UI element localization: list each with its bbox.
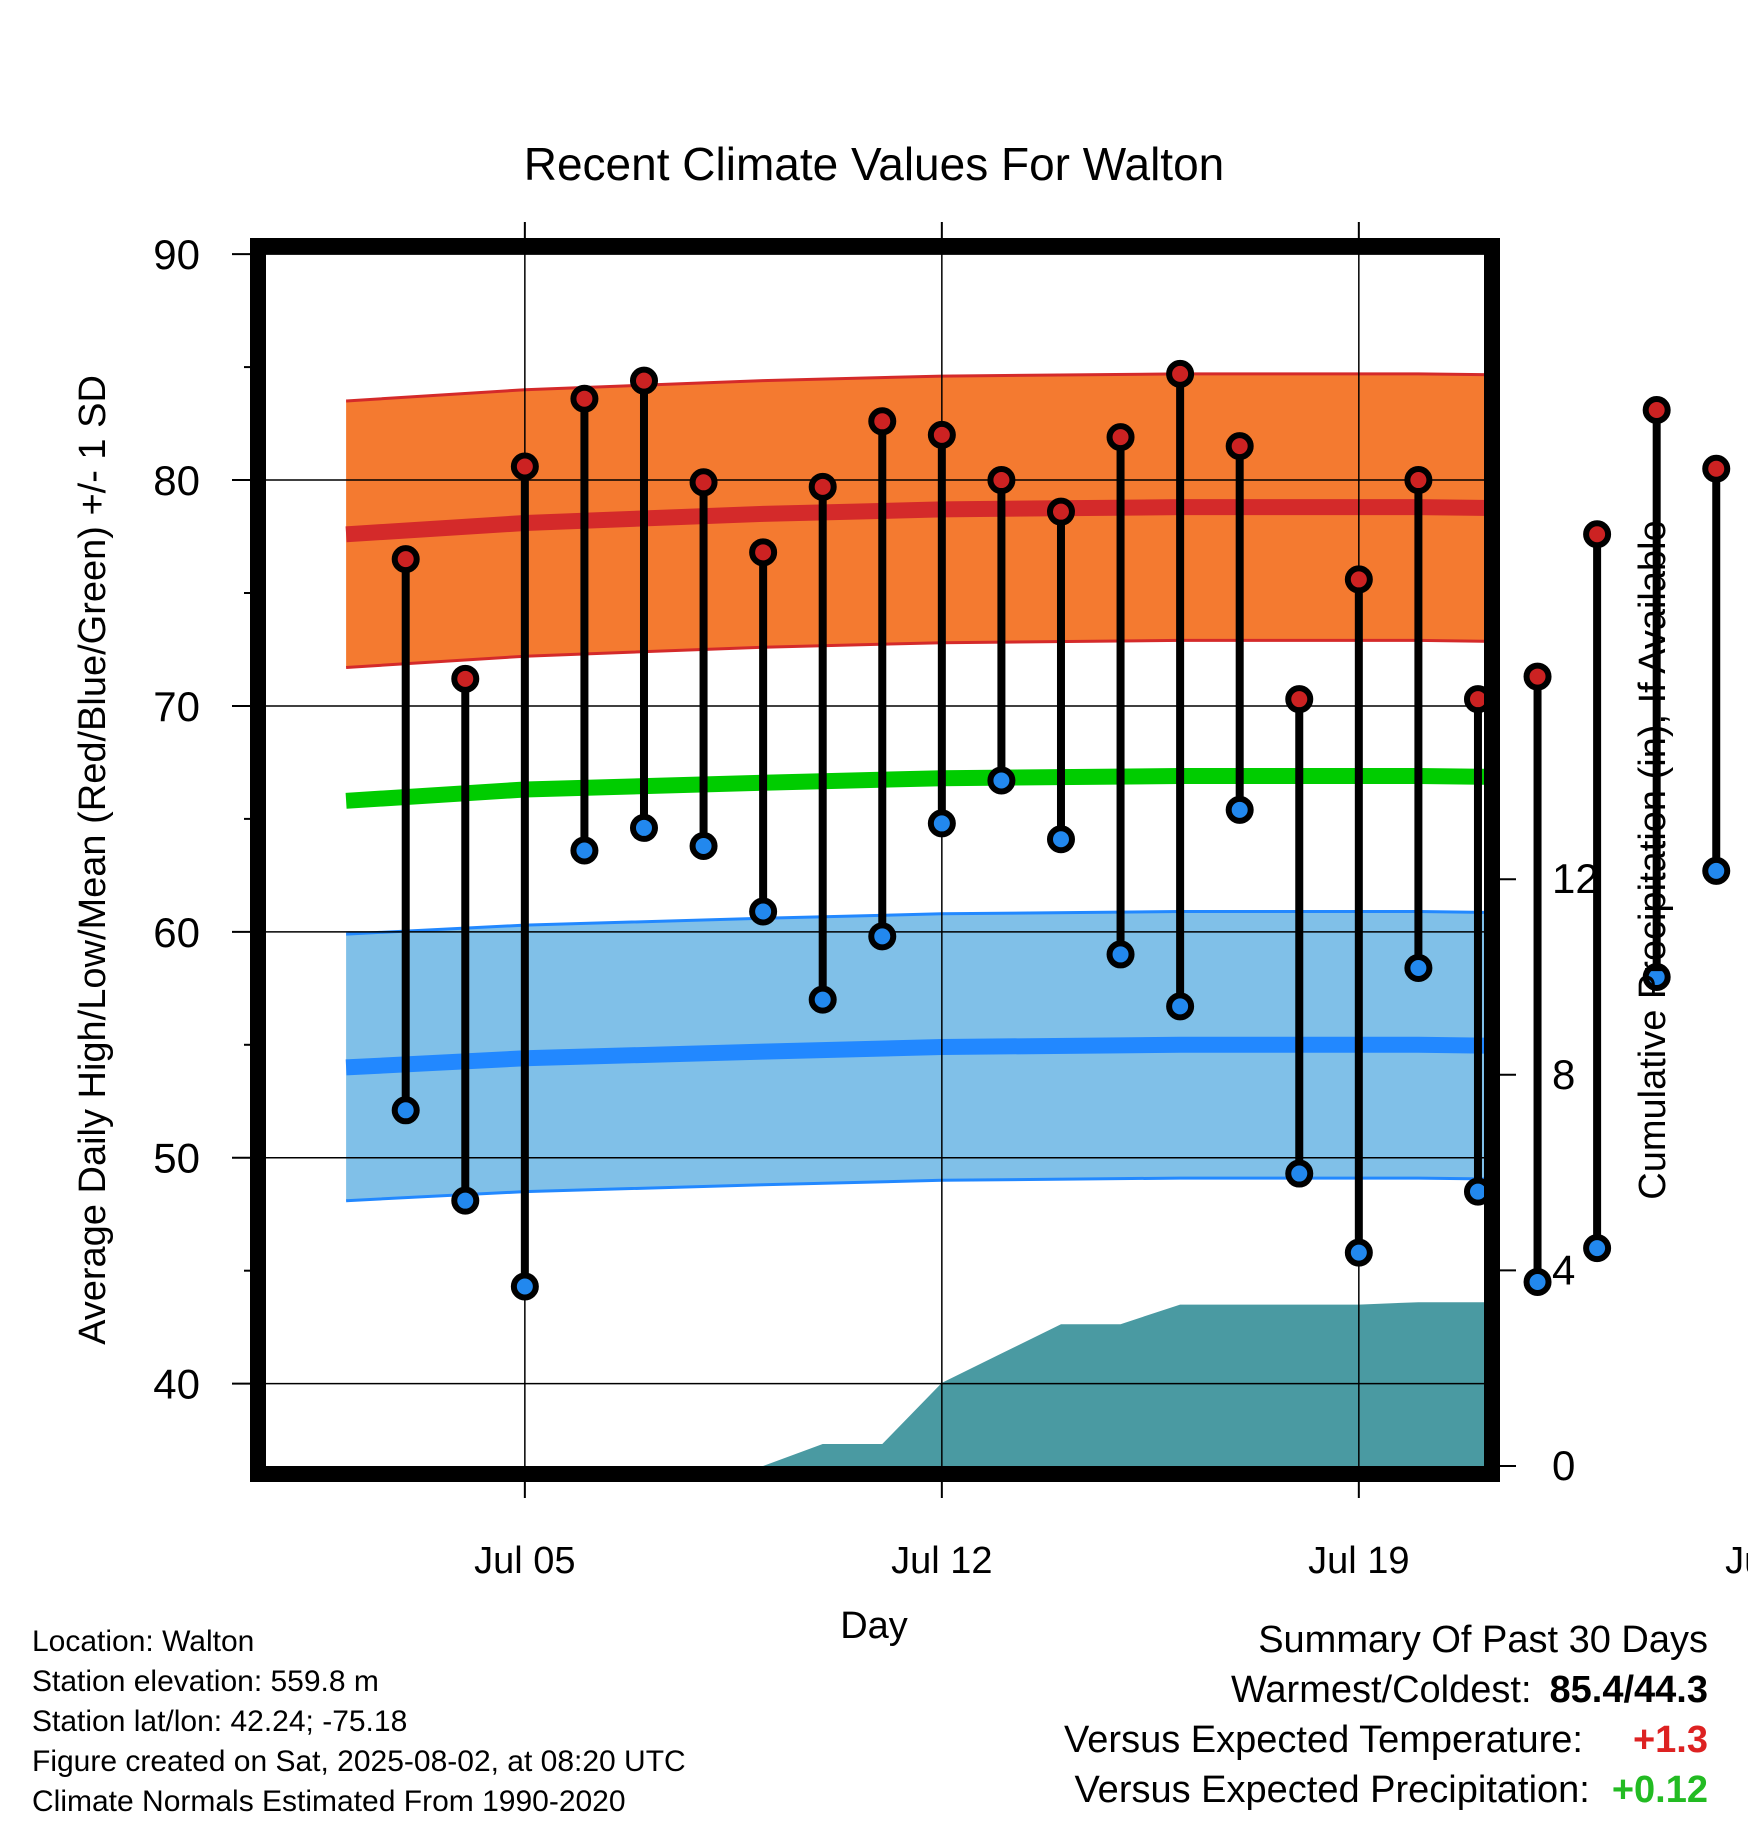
low-point xyxy=(570,836,599,865)
low-point xyxy=(1285,1159,1314,1188)
low-sd-lower-edge xyxy=(346,1176,1492,1203)
low-point xyxy=(1702,856,1731,885)
x-tick-label: Jul 12 xyxy=(891,1540,992,1582)
low-point xyxy=(689,831,718,860)
low-point xyxy=(1344,1238,1373,1267)
y-tick-label: 40 xyxy=(153,1361,200,1408)
high-point xyxy=(868,407,897,436)
low-point xyxy=(927,809,956,838)
x-tick-label: Jul 26 xyxy=(1725,1540,1748,1582)
low-point xyxy=(808,985,837,1014)
low-point xyxy=(1225,795,1254,824)
high-sd-band xyxy=(346,373,1492,668)
high-point xyxy=(1106,423,1135,452)
normals-text: Climate Normals Estimated From 1990-2020 xyxy=(32,1785,626,1818)
high-point xyxy=(1166,359,1195,388)
x-axis-label: Day xyxy=(840,1605,908,1647)
y-tick-label: 70 xyxy=(153,683,200,730)
high-point xyxy=(987,466,1016,495)
high-point xyxy=(1583,520,1612,549)
low-point xyxy=(749,897,778,926)
low-point xyxy=(1106,940,1135,969)
high-point xyxy=(570,384,599,413)
high-point xyxy=(1046,497,1075,526)
precip-value: +0.12 xyxy=(1611,1769,1708,1811)
high-point xyxy=(1225,432,1254,461)
high-point xyxy=(927,420,956,449)
created-text: Figure created on Sat, 2025-08-02, at 08… xyxy=(32,1745,686,1778)
summary-panel: Summary Of Past 30 Days Warmest/Coldest:… xyxy=(1064,1615,1708,1815)
precip-area xyxy=(346,1302,1492,1474)
low-sd-band xyxy=(346,911,1492,1201)
axes: 40 50 60 70 80 90 0 4 8 12 Jul 05 Jul 12 Jul 19 Jul 2… xyxy=(153,222,1748,1582)
y-tick-label: 80 xyxy=(153,457,200,504)
high-point xyxy=(510,452,539,481)
y2-tick-label: 12 xyxy=(1552,855,1599,902)
chart-title: Recent Climate Values For Walton xyxy=(524,138,1225,190)
high-point xyxy=(1702,454,1731,483)
plot-area xyxy=(345,372,1492,1474)
y2-tick-label: 0 xyxy=(1552,1442,1575,1489)
high-point xyxy=(1344,565,1373,594)
low-normal-line xyxy=(345,1036,1492,1076)
high-normal-line xyxy=(345,499,1492,543)
y-tick-label: 60 xyxy=(153,909,200,956)
high-point xyxy=(689,468,718,497)
low-point xyxy=(1046,825,1075,854)
high-point xyxy=(749,538,778,567)
temp-label: Versus Expected Temperature: xyxy=(1064,1719,1583,1761)
y-tick-label: 90 xyxy=(153,231,200,278)
high-point xyxy=(1523,662,1552,691)
summary-title: Summary Of Past 30 Days xyxy=(1258,1619,1708,1661)
summary-temp-row: Versus Expected Temperature: +1.3 xyxy=(1064,1715,1708,1765)
high-sd-upper-edge xyxy=(346,372,1492,403)
high-point xyxy=(808,472,837,501)
location-text: Location: Walton xyxy=(32,1625,255,1658)
x-tick-label: Jul 19 xyxy=(1308,1540,1409,1582)
precip-label: Versus Expected Precipitation: xyxy=(1074,1769,1590,1811)
high-point xyxy=(451,664,480,693)
warm-cold-value: 85.4/44.3 xyxy=(1549,1669,1708,1711)
high-point xyxy=(1404,466,1433,495)
y2-tick-label: 8 xyxy=(1552,1051,1575,1098)
y2-tick-label: 4 xyxy=(1552,1246,1575,1293)
low-point xyxy=(629,813,658,842)
summary-warm-cold-row: Warmest/Coldest: 85.4/44.3 xyxy=(1064,1665,1708,1715)
low-point xyxy=(987,766,1016,795)
x-tick-label: Jul 05 xyxy=(474,1540,575,1582)
elevation-text: Station elevation: 559.8 m xyxy=(32,1665,379,1698)
y-tick-label: 50 xyxy=(153,1135,200,1182)
high-point xyxy=(1642,396,1671,425)
low-point xyxy=(391,1096,420,1125)
low-point xyxy=(1166,992,1195,1021)
high-point xyxy=(629,366,658,395)
low-point xyxy=(1404,953,1433,982)
temp-value: +1.3 xyxy=(1632,1719,1708,1761)
warm-cold-label: Warmest/Coldest: xyxy=(1230,1669,1532,1711)
y2-axis-label: Cumulative Precipitation (in), If Availa… xyxy=(1632,520,1674,1199)
low-point xyxy=(868,922,897,951)
latlon-text: Station lat/lon: 42.24; -75.18 xyxy=(32,1705,408,1738)
low-point xyxy=(1583,1234,1612,1263)
low-point xyxy=(1523,1267,1552,1296)
summary-precip-row: Versus Expected Precipitation: +0.12 xyxy=(1064,1765,1708,1815)
low-point xyxy=(451,1186,480,1215)
y-axis-label: Average Daily High/Low/Mean (Red/Blue/Gr… xyxy=(72,375,114,1345)
low-point xyxy=(510,1272,539,1301)
station-info: Location: Walton Station elevation: 559.… xyxy=(32,1622,686,1822)
plot-frame xyxy=(250,238,1500,1482)
high-point xyxy=(391,545,420,574)
high-point xyxy=(1285,685,1314,714)
low-point xyxy=(1642,963,1671,992)
